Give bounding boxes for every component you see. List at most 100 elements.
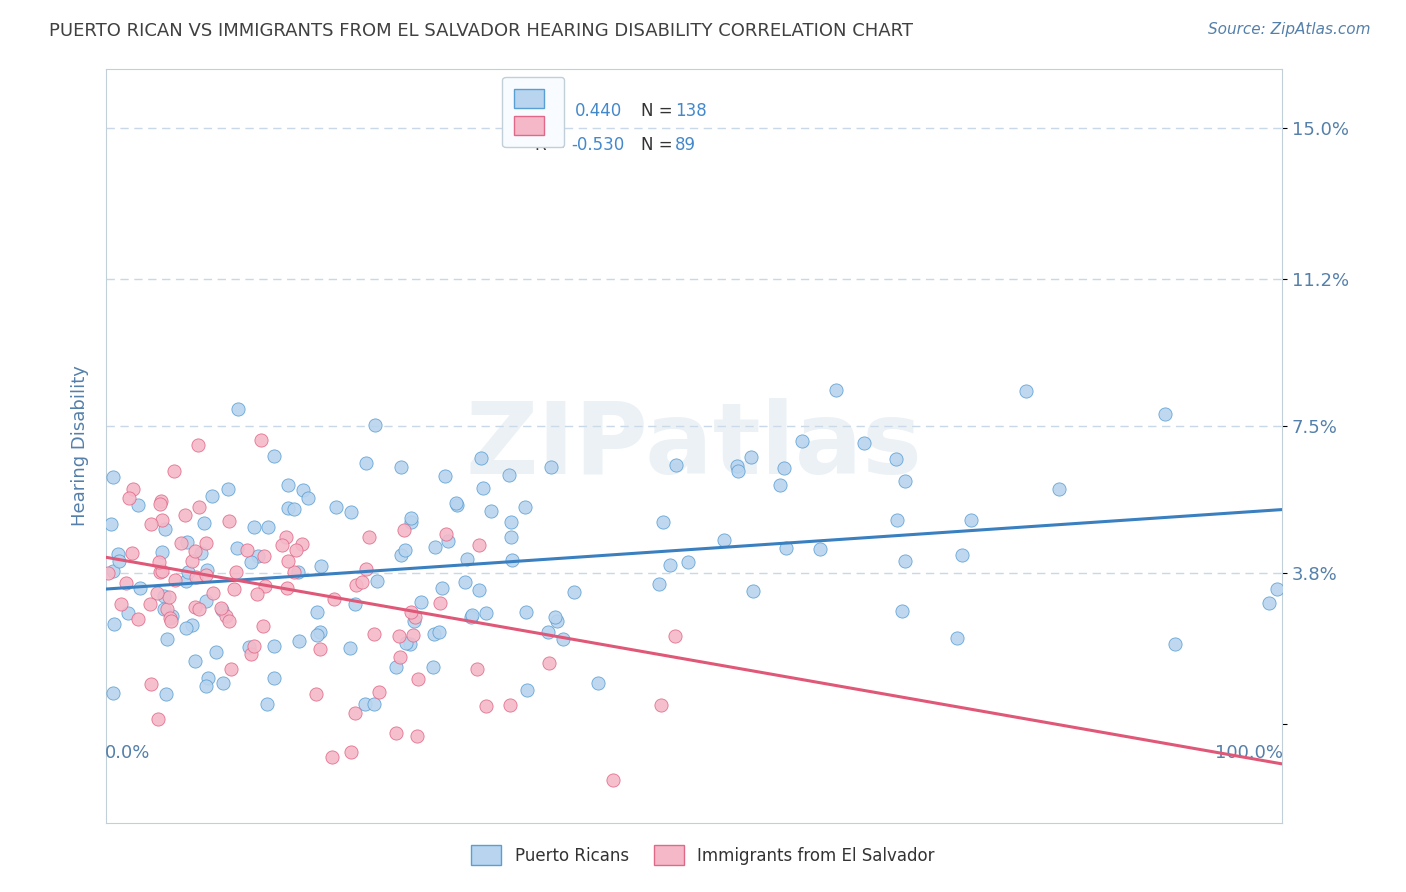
Text: R =: R = [536,103,571,120]
Point [1163,637,1185,651]
Point [263,449,285,463]
Point [97,566,120,580]
Point [650,698,672,713]
Text: N =: N = [641,103,678,120]
Point [190,546,212,560]
Point [1265,582,1288,597]
Point [270,537,292,551]
Point [173,508,195,522]
Point [176,534,198,549]
Point [150,545,173,559]
Point [243,639,266,653]
Point [307,605,329,619]
Point [240,647,263,661]
Text: 100.0%: 100.0% [1215,744,1284,762]
Point [389,460,412,475]
Point [367,684,389,698]
Point [283,502,305,516]
Point [399,605,422,619]
Point [427,624,450,639]
Text: N =: N = [641,136,678,154]
Point [305,628,328,642]
Point [434,527,457,541]
Point [257,519,280,533]
Point [156,632,179,647]
Point [256,698,278,712]
Point [340,505,363,519]
Point [950,548,973,562]
Point [218,514,240,528]
Point [423,627,446,641]
Point [769,478,792,492]
Point [101,685,124,699]
Point [201,490,224,504]
Point [501,530,523,544]
Point [544,609,567,624]
Point [385,659,408,673]
Point [884,452,907,467]
Point [472,481,495,495]
Legend: , : , [502,77,564,147]
Point [727,464,749,478]
Point [165,573,187,587]
Point [149,565,172,579]
Point [245,587,267,601]
Y-axis label: Hearing Disability: Hearing Disability [72,366,89,526]
Point [107,547,129,561]
Point [194,535,217,549]
Point [676,555,699,569]
Point [221,662,243,676]
Point [740,450,762,464]
Point [437,533,460,548]
Text: 89: 89 [675,136,696,154]
Text: 0.0%: 0.0% [104,744,150,762]
Point [239,555,262,569]
Point [170,536,193,550]
Point [187,438,209,452]
Point [323,592,346,607]
Point [474,699,496,714]
Point [218,614,240,628]
Point [138,597,160,611]
Point [501,516,523,530]
Point [363,418,385,433]
Point [423,540,446,554]
Point [211,603,233,617]
Point [153,590,176,604]
Text: Source: ZipAtlas.com: Source: ZipAtlas.com [1208,22,1371,37]
Point [467,538,489,552]
Point [359,530,381,544]
Point [389,549,412,563]
Point [184,569,207,583]
Point [475,606,498,620]
Point [149,497,172,511]
Point [287,565,309,579]
Point [252,619,274,633]
Point [353,698,375,712]
Point [363,698,385,712]
Point [394,542,416,557]
Point [852,436,875,450]
Point [886,513,908,527]
Point [890,604,912,618]
Point [195,594,218,608]
Point [465,662,488,676]
Point [184,544,207,558]
Point [499,698,522,712]
Point [406,729,429,743]
Point [283,565,305,579]
Point [343,706,366,720]
Point [146,586,169,600]
Point [181,554,204,568]
Point [401,515,423,529]
Point [308,624,330,639]
Point [339,745,361,759]
Point [546,614,568,628]
Point [446,498,468,512]
Point [434,468,457,483]
Point [479,504,502,518]
Text: 0.440: 0.440 [575,103,623,120]
Point [321,749,343,764]
Point [114,576,136,591]
Point [184,654,207,668]
